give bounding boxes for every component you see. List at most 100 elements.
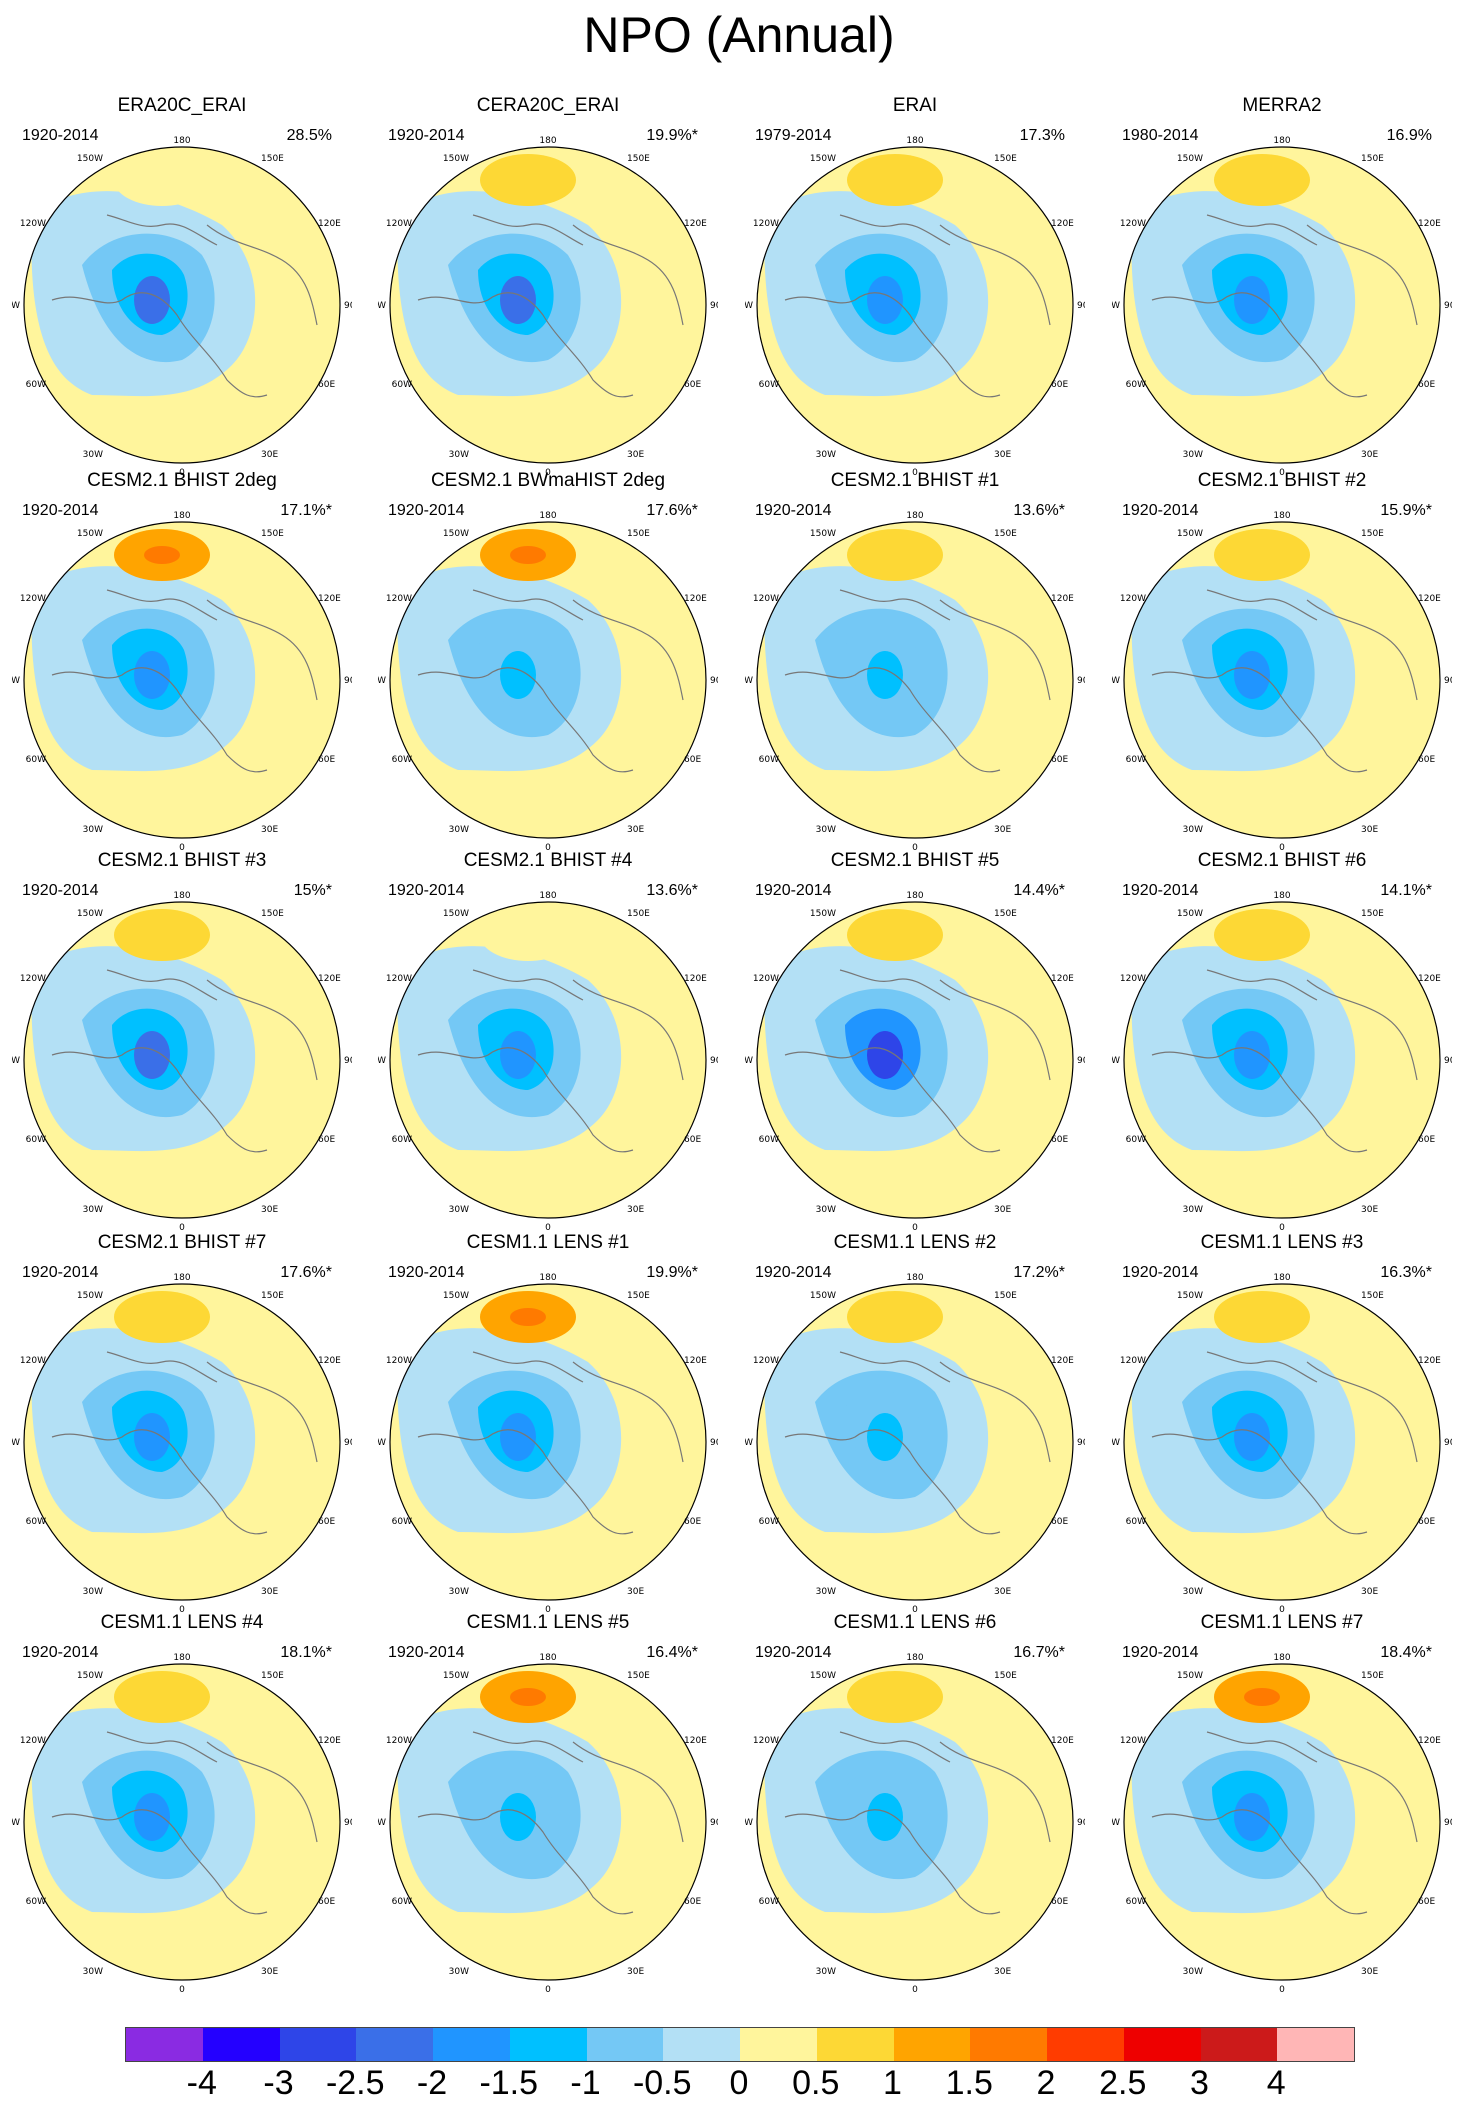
panel-variance: 19.9%* <box>646 127 698 144</box>
axis-label: 180 <box>906 511 923 521</box>
panel-variance: 14.4%* <box>1013 882 1065 899</box>
axis-label: 90W <box>1112 1056 1120 1066</box>
coastline <box>1151 1809 1368 1915</box>
axis-label: 30W <box>816 450 836 460</box>
coastline <box>1306 1361 1418 1463</box>
axis-label: 120W <box>386 974 412 984</box>
negative-core <box>1234 1031 1270 1079</box>
negative-core <box>1234 651 1270 699</box>
axis-label: 90W <box>12 676 20 686</box>
coastline <box>784 292 1001 398</box>
negative-core <box>134 1793 170 1841</box>
axis-label: 150W <box>810 154 836 164</box>
axis-label: 0 <box>545 1985 551 1992</box>
axis-label: 90W <box>1112 1438 1120 1448</box>
axis-label: 30E <box>994 1205 1011 1215</box>
axis-label: 120W <box>386 1736 412 1746</box>
axis-label: 120W <box>753 219 779 229</box>
map-border <box>23 146 341 464</box>
polar-map: 180 0 90W 90E 150W 150E 120W 120E 60W 60E 30W 30E <box>745 511 1085 850</box>
axis-label: 90W <box>12 1818 20 1828</box>
axis-label: 120E <box>318 219 341 229</box>
axis-label: 90W <box>1112 301 1120 311</box>
axis-label: 30E <box>1361 825 1378 835</box>
coastline <box>1151 1047 1368 1153</box>
axis-label: 90W <box>378 1818 386 1828</box>
axis-label: 60E <box>684 380 701 390</box>
coastline <box>939 224 1051 326</box>
colorbar-tick-label: -3 <box>263 2064 294 2102</box>
axis-label: 150E <box>627 529 650 539</box>
coastline <box>472 214 584 246</box>
axis-label: 150E <box>1361 909 1384 919</box>
axis-label: 150E <box>994 1671 1017 1681</box>
panel-title: ERA20C_ERAI <box>117 95 247 116</box>
axis-label: 0 <box>1279 1605 1285 1612</box>
axis-label: 30W <box>83 450 103 460</box>
coastline <box>106 1351 218 1383</box>
axis-label: 150W <box>77 529 103 539</box>
axis-label: 90W <box>745 1438 753 1448</box>
axis-label: 30W <box>816 1205 836 1215</box>
axis-label: 150E <box>994 529 1017 539</box>
positive-center <box>114 909 210 961</box>
axis-label: 60W <box>1126 1517 1146 1527</box>
axis-label: 90E <box>344 1056 352 1066</box>
axis-label: 30E <box>261 1205 278 1215</box>
axis-label: 60E <box>1418 1135 1435 1145</box>
axis-label: 30W <box>449 1205 469 1215</box>
panel-years: 1920-2014 <box>1122 1264 1199 1281</box>
panel-variance: 16.9% <box>1386 127 1432 144</box>
axis-label: 120W <box>753 974 779 984</box>
axis-label: 120E <box>318 594 341 604</box>
map-panel: CESM2.1 BHIST #6 1920-2014 14.1%* 180 0 90W 90… <box>1112 850 1452 1230</box>
axis-label: 180 <box>906 1653 923 1663</box>
panel-years: 1979-2014 <box>755 127 832 144</box>
axis-label: 120W <box>386 594 412 604</box>
polar-map: 180 0 90W 90E 150W 150E 120W 120E 60W 60E 30W 30E <box>1112 1653 1452 1992</box>
panel-years: 1920-2014 <box>388 1644 465 1661</box>
axis-label: 180 <box>906 1273 923 1283</box>
axis-label: 30E <box>627 1967 644 1977</box>
polar-map: 180 0 90W 90E 150W 150E 120W 120E 60W 60E 30W 30E <box>745 1273 1085 1612</box>
axis-label: 30E <box>261 1967 278 1977</box>
axis-label: 0 <box>179 1985 185 1992</box>
axis-label: 150W <box>77 154 103 164</box>
panel-years: 1920-2014 <box>388 502 465 519</box>
axis-label: 60W <box>392 1135 412 1145</box>
panel-years: 1920-2014 <box>755 1644 832 1661</box>
axis-label: 150W <box>443 529 469 539</box>
negative-core <box>500 1031 536 1079</box>
panel-years: 1920-2014 <box>22 127 99 144</box>
axis-label: 120W <box>1120 1356 1146 1366</box>
map-border <box>1123 1283 1441 1601</box>
colorbar-cell <box>356 2028 433 2061</box>
axis-label: 30W <box>449 825 469 835</box>
axis-label: 60W <box>26 380 46 390</box>
negative-core <box>500 1413 536 1461</box>
map-panel: CESM2.1 BHIST 2deg 1920-2014 17.1%* 180 0 90W… <box>12 470 352 850</box>
axis-label: 60E <box>1051 380 1068 390</box>
positive-center <box>114 1671 210 1723</box>
panel-title: CESM2.1 BHIST #4 <box>463 850 633 871</box>
axis-label: 30W <box>1183 1205 1203 1215</box>
colorbar-labels: -4 -3 -2.5 -2 -1.5 -1 -0.5 0 0.5 1 1.5 2 2.5 3 4 <box>0 2064 1478 2104</box>
map-border <box>389 521 707 839</box>
polar-map: 180 0 90W 90E 150W 150E 120W 120E 60W 60E 30W 30E <box>12 1273 352 1612</box>
axis-label: 120W <box>1120 594 1146 604</box>
positive-center <box>847 909 943 961</box>
axis-label: 120W <box>753 1356 779 1366</box>
panel-years: 1920-2014 <box>22 1264 99 1281</box>
panel-variance: 17.1%* <box>280 502 332 519</box>
axis-label: 120E <box>1418 1356 1441 1366</box>
coastline <box>106 589 218 621</box>
coastline <box>206 224 318 326</box>
axis-label: 30E <box>261 1587 278 1597</box>
colorbar-tick-label: 0 <box>729 2064 749 2102</box>
axis-label: 60E <box>318 755 335 765</box>
axis-label: 150E <box>627 909 650 919</box>
axis-label: 60E <box>1418 1897 1435 1907</box>
axis-label: 180 <box>173 1273 190 1283</box>
axis-label: 30W <box>816 825 836 835</box>
